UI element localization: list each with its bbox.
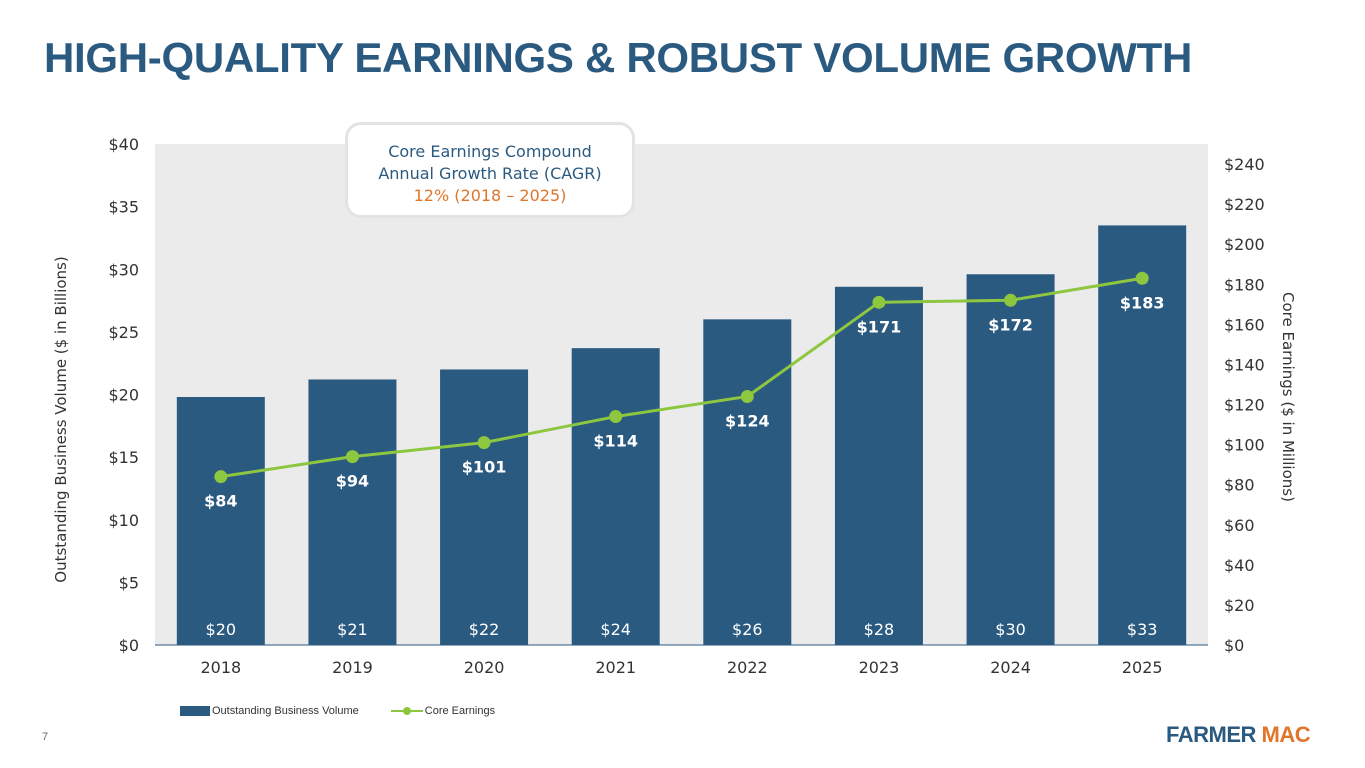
slide-title: HIGH-QUALITY EARNINGS & ROBUST VOLUME GR…: [44, 34, 1193, 81]
bar: [308, 379, 397, 645]
x-tick-label: 2024: [990, 658, 1031, 677]
line-point: [872, 295, 886, 309]
line-value-label: $114: [593, 432, 638, 451]
bar-value-label: $22: [469, 620, 500, 639]
x-tick-label: 2022: [727, 658, 768, 677]
line-point: [477, 436, 491, 450]
bar-value-label: $28: [864, 620, 895, 639]
cagr-callout: Core Earnings Compound Annual Growth Rat…: [345, 122, 635, 218]
bar: [703, 319, 792, 645]
line-point: [609, 410, 623, 424]
bar-value-label: $30: [995, 620, 1026, 639]
bar-value-label: $21: [337, 620, 368, 639]
cagr-callout-line1: Core Earnings Compound: [388, 142, 592, 161]
y-tick-label: $40: [108, 135, 139, 154]
bar-value-label: $33: [1127, 620, 1158, 639]
y2-tick-label: $120: [1224, 396, 1265, 415]
y2-tick-label: $0: [1224, 636, 1244, 655]
bar: [176, 397, 265, 645]
bar: [440, 369, 529, 645]
line-value-label: $171: [857, 317, 902, 336]
y2-tick-label: $40: [1224, 556, 1255, 575]
bar-value-label: $20: [206, 620, 237, 639]
y2-axis-title: Core Earnings ($ in Millions): [1279, 292, 1297, 502]
core-earnings-line: [220, 276, 1143, 479]
x-tick-label: 2018: [200, 658, 241, 677]
y2-tick-label: $20: [1224, 596, 1255, 615]
y2-tick-label: $80: [1224, 476, 1255, 495]
line-value-label: $172: [988, 315, 1033, 334]
y-tick-label: $10: [108, 511, 139, 530]
line-point: [345, 450, 359, 464]
y-tick-label: $0: [119, 636, 139, 655]
line-point: [1004, 293, 1018, 307]
bar: [1098, 225, 1187, 645]
line-point: [740, 390, 754, 404]
x-tick-label: 2021: [595, 658, 636, 677]
y2-tick-label: $200: [1224, 235, 1265, 254]
line-value-label: $101: [462, 458, 507, 477]
y2-tick-label: $240: [1224, 155, 1265, 174]
bar: [834, 286, 923, 645]
y-axis-title: Outstanding Business Volume ($ in Billio…: [52, 256, 70, 582]
legend-bar-swatch: [180, 706, 210, 716]
line-value-label: $94: [336, 472, 369, 491]
y2-tick-label: $140: [1224, 355, 1265, 374]
y2-tick-label: $60: [1224, 516, 1255, 535]
bar: [966, 274, 1055, 645]
y2-tick-label: $160: [1224, 315, 1265, 334]
y-tick-label: $35: [108, 198, 139, 217]
x-tick-label: 2019: [332, 658, 373, 677]
x-tick-label: 2023: [859, 658, 900, 677]
farmer-mac-logo: FARMER MAC: [1166, 722, 1311, 748]
bar: [571, 348, 660, 645]
y-tick-label: $5: [119, 573, 139, 592]
legend-label-earnings: Core Earnings: [424, 705, 496, 717]
y2-tick-label: $220: [1224, 195, 1265, 214]
chart-legend: Outstanding Business Volume Core Earning…: [180, 703, 495, 719]
legend-label-volume: Outstanding Business Volume: [212, 705, 359, 717]
line-value-label: $124: [725, 412, 770, 431]
y-tick-label: $25: [108, 323, 139, 342]
x-tick-label: 2020: [464, 658, 505, 677]
line-point: [1135, 271, 1149, 285]
cagr-callout-line2: Annual Growth Rate (CAGR): [378, 164, 602, 183]
x-tick-label: 2025: [1122, 658, 1163, 677]
y-tick-label: $20: [108, 386, 139, 405]
line-value-label: $84: [204, 492, 237, 511]
y2-tick-label: $180: [1224, 275, 1265, 294]
bar-value-label: $26: [732, 620, 763, 639]
line-point: [214, 470, 228, 484]
logo-part1: FARMER: [1166, 722, 1256, 747]
bar-value-label: $24: [600, 620, 631, 639]
logo-part2: MAC: [1261, 722, 1311, 747]
cagr-callout-value: 12% (2018 – 2025): [413, 186, 567, 205]
line-value-label: $183: [1120, 293, 1165, 312]
legend-line-swatch: [390, 707, 423, 715]
y2-tick-label: $100: [1224, 436, 1265, 455]
y-tick-label: $15: [108, 448, 139, 467]
y-tick-label: $30: [108, 260, 139, 279]
page-number: 7: [42, 731, 49, 743]
